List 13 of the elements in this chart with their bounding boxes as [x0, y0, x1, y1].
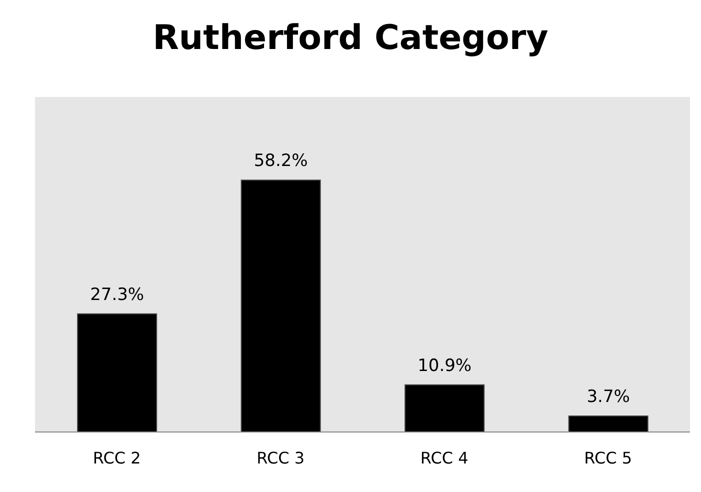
chart-title: Rutherford Category: [152, 18, 550, 58]
x-tick-label: RCC 4: [420, 448, 468, 468]
data-label: 58.2%: [254, 151, 308, 172]
bar: [568, 415, 648, 432]
data-label: 10.9%: [418, 356, 472, 376]
bar: [77, 313, 158, 432]
data-label: 27.3%: [90, 284, 144, 305]
x-tick-label: RCC 3: [256, 448, 305, 468]
bar: [404, 384, 485, 432]
bar: [240, 180, 321, 432]
x-tick-label: RCC 5: [584, 448, 632, 468]
data-label: 3.7%: [586, 386, 630, 407]
x-tick-label: RCC 2: [92, 448, 141, 468]
